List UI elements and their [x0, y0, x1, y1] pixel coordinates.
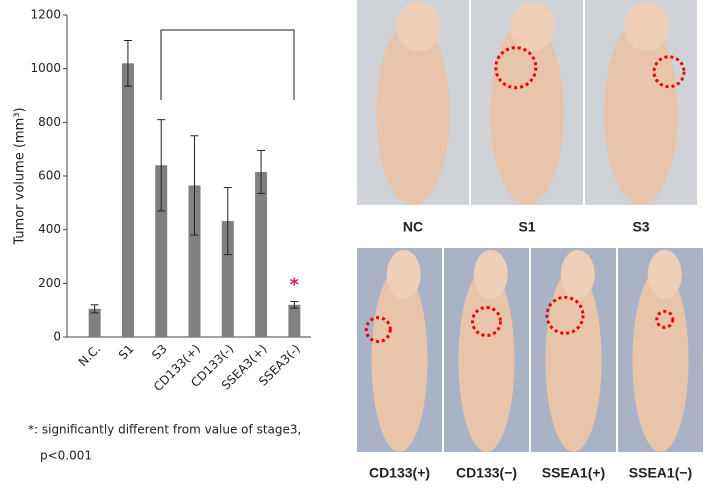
photo-label: SSEA1(+): [542, 465, 605, 481]
y-tick-label: 600: [38, 169, 61, 183]
bar: [155, 165, 168, 337]
mouse-head: [647, 250, 682, 299]
tumor-circle: [545, 295, 585, 335]
mouse-head: [473, 250, 508, 299]
footnote: *: significantly different from value of…: [28, 423, 301, 437]
mouse-head: [396, 2, 441, 52]
y-tick-label: 200: [38, 276, 61, 290]
mouse-body: [371, 268, 428, 453]
y-tick-label: 0: [53, 330, 61, 344]
mouse-body: [545, 268, 602, 453]
mouse-head: [510, 2, 555, 52]
photo-label: S1: [518, 219, 535, 235]
tumor-circle: [471, 305, 502, 337]
x-tick-label: S1: [116, 342, 137, 363]
mouse-body: [376, 20, 450, 205]
photo-label: CD133(−): [456, 465, 517, 481]
photo-label: CD133(+): [369, 465, 430, 481]
y-axis-label: Tumor volume (mm³): [13, 107, 28, 245]
bar: [88, 308, 101, 337]
y-tick-label: 1000: [30, 61, 61, 75]
tumor-circle: [494, 46, 538, 90]
footnote: p<0.001: [40, 449, 92, 463]
tumor-circle: [655, 309, 675, 329]
mouse-body: [490, 20, 564, 205]
bracket: [160, 29, 295, 100]
bar: [188, 185, 201, 337]
y-tick-label: 800: [38, 115, 61, 129]
photo-label: NC: [403, 219, 423, 235]
significance-marker: *: [290, 275, 300, 296]
bar: [255, 171, 268, 337]
x-tick-label: S3: [149, 342, 170, 363]
y-tick-label: 400: [38, 222, 61, 236]
mouse-head: [560, 250, 595, 299]
mouse-head: [624, 2, 669, 52]
photo-label: SSEA1(−): [629, 465, 692, 481]
bar: [288, 304, 301, 337]
bar: [121, 63, 134, 338]
mouse-body: [458, 268, 515, 453]
mouse-body: [632, 268, 689, 453]
tumor-circle: [652, 55, 686, 89]
y-tick-label: 1200: [30, 8, 61, 22]
mouse-head: [386, 250, 421, 299]
photos: NC S1 S3 CD133(+) CD133(−) SSEA1(+) SSEA1(−): [357, 0, 703, 481]
tumor-circle: [364, 316, 392, 344]
x-tick-label: N.C.: [76, 342, 104, 370]
bar: [221, 221, 234, 337]
mouse-body: [604, 20, 678, 205]
photo-label: S3: [632, 219, 649, 235]
